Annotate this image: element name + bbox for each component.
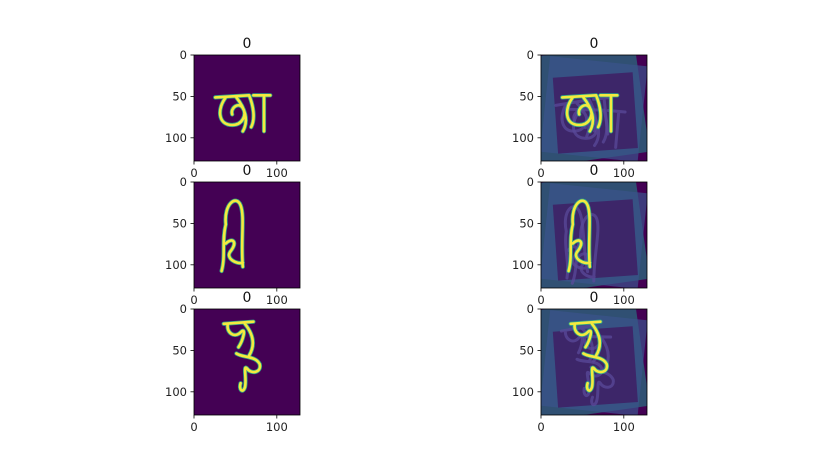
y-tick-label: 100 bbox=[165, 385, 187, 399]
y-tick-label: 0 bbox=[527, 302, 534, 316]
y-tick-label: 0 bbox=[527, 175, 534, 189]
y-tick-label: 100 bbox=[512, 258, 534, 272]
y-tick-label: 50 bbox=[172, 216, 187, 230]
handwritten-glyph bbox=[567, 199, 592, 273]
y-tick-label: 0 bbox=[180, 48, 187, 62]
subplot-title: 0 bbox=[590, 163, 599, 179]
x-tick-label: 100 bbox=[266, 166, 288, 180]
handwritten-glyph bbox=[213, 94, 272, 133]
y-tick-label: 100 bbox=[165, 131, 187, 145]
subplot-original-1: 0 0 50 100 0 100 bbox=[165, 36, 301, 180]
image-background bbox=[194, 182, 300, 288]
y-tick-label: 50 bbox=[519, 89, 534, 103]
y-tick-label: 50 bbox=[172, 89, 187, 103]
subplot-augmented-1: 0 0 50 100 0 100 bbox=[512, 36, 648, 180]
axes-frame bbox=[540, 181, 648, 289]
x-tick-label: 0 bbox=[537, 420, 544, 434]
subplot-title: 0 bbox=[243, 36, 252, 52]
image-panel bbox=[541, 182, 647, 288]
y-tick-label: 100 bbox=[512, 131, 534, 145]
axes-frame bbox=[193, 54, 301, 162]
axes-frame bbox=[540, 54, 648, 162]
image-panel bbox=[194, 55, 300, 161]
handwritten-glyph bbox=[569, 320, 609, 392]
handwritten-glyph bbox=[222, 320, 262, 392]
subplot-title: 0 bbox=[243, 163, 252, 179]
x-tick-label: 100 bbox=[266, 420, 288, 434]
image-background bbox=[194, 55, 300, 161]
y-tick-label: 0 bbox=[180, 302, 187, 316]
image-panel bbox=[194, 182, 300, 288]
y-tick-label: 50 bbox=[519, 216, 534, 230]
image-panel bbox=[541, 309, 647, 415]
x-tick-label: 100 bbox=[613, 420, 635, 434]
ghost-glyph bbox=[563, 205, 590, 280]
handwritten-glyph bbox=[220, 199, 245, 273]
axes-frame bbox=[540, 308, 648, 416]
x-tick-label: 100 bbox=[266, 293, 288, 307]
x-tick-label: 0 bbox=[190, 293, 197, 307]
y-tick-label: 50 bbox=[519, 343, 534, 357]
axes-frame bbox=[193, 308, 301, 416]
x-tick-label: 100 bbox=[613, 166, 635, 180]
axes-frame bbox=[193, 181, 301, 289]
x-tick-label: 0 bbox=[537, 293, 544, 307]
subplot-title: 0 bbox=[590, 36, 599, 52]
x-tick-label: 0 bbox=[537, 166, 544, 180]
x-tick-label: 0 bbox=[190, 166, 197, 180]
x-tick-label: 100 bbox=[613, 293, 635, 307]
subplot-title: 0 bbox=[590, 290, 599, 306]
y-tick-label: 0 bbox=[180, 175, 187, 189]
x-tick-label: 0 bbox=[190, 420, 197, 434]
y-tick-label: 0 bbox=[527, 48, 534, 62]
subplot-title: 0 bbox=[243, 290, 252, 306]
y-tick-label: 100 bbox=[512, 385, 534, 399]
y-tick-label: 100 bbox=[165, 258, 187, 272]
y-tick-label: 50 bbox=[172, 343, 187, 357]
image-panel bbox=[541, 55, 647, 161]
handwritten-glyph bbox=[560, 94, 619, 133]
ghost-glyph bbox=[579, 335, 615, 407]
image-panel bbox=[194, 309, 300, 415]
